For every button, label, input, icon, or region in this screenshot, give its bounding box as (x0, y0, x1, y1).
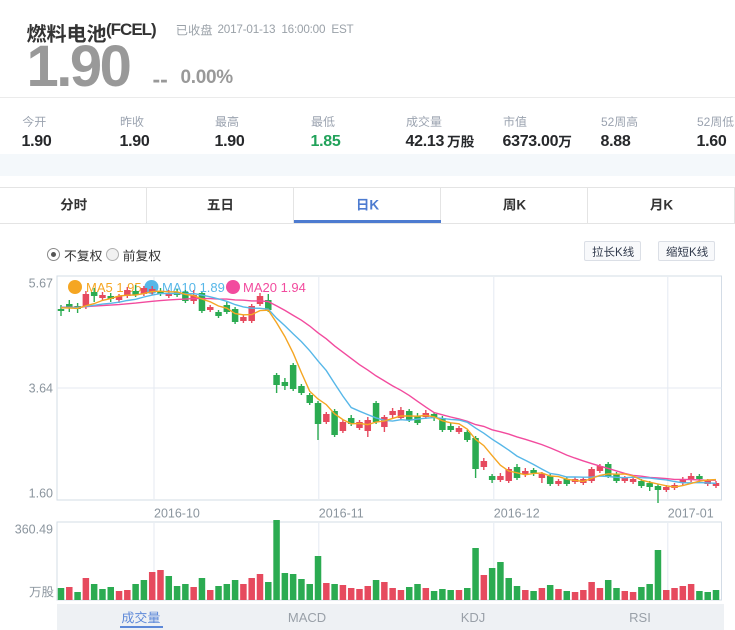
svg-text:3.64: 3.64 (29, 382, 53, 396)
svg-text:360.49: 360.49 (15, 523, 53, 537)
svg-text:MA20 1.94: MA20 1.94 (243, 280, 306, 295)
svg-text:2016-12: 2016-12 (494, 507, 540, 521)
svg-text:2016-10: 2016-10 (154, 507, 200, 521)
svg-text:5.67: 5.67 (29, 277, 53, 291)
svg-text:2016-11: 2016-11 (319, 507, 364, 521)
svg-text:2017-01: 2017-01 (668, 507, 714, 521)
svg-text:1.60: 1.60 (29, 487, 53, 501)
